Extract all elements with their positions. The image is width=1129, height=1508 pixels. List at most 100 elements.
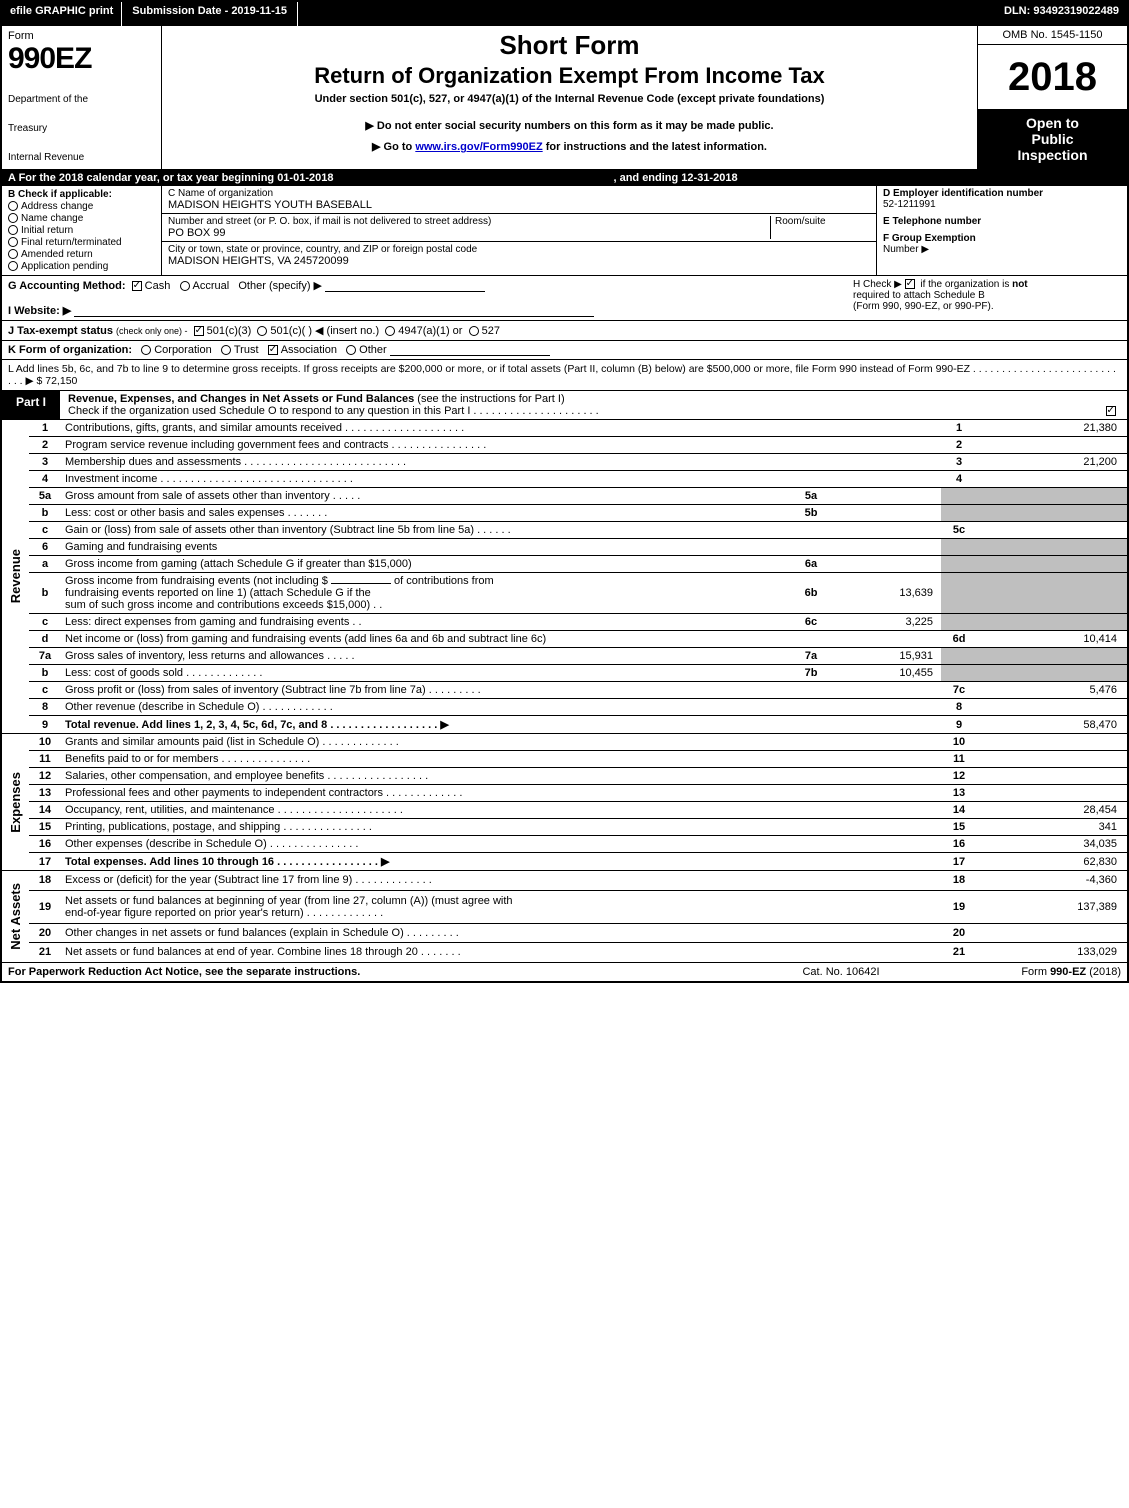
line-val-col-shaded — [977, 539, 1127, 556]
irs-link[interactable]: www.irs.gov/Form990EZ — [415, 141, 542, 153]
radio-corp-icon[interactable] — [141, 345, 151, 355]
sub-line-value: 3,225 — [831, 614, 941, 631]
l-text: L Add lines 5b, 6c, and 7b to line 9 to … — [8, 363, 1116, 387]
radio-icon[interactable] — [8, 213, 18, 223]
table-row: 13Professional fees and other payments t… — [2, 785, 1127, 802]
table-row: bGross income from fundraising events (n… — [2, 573, 1127, 614]
g-label: G Accounting Method: — [8, 280, 126, 292]
line-num-col: 8 — [941, 699, 977, 716]
checkbox-assoc-icon[interactable] — [268, 345, 278, 355]
short-form-title: Short Form — [170, 30, 969, 61]
line-h: H Check ▶ if the organization is not req… — [847, 276, 1127, 320]
radio-icon[interactable] — [8, 261, 18, 271]
line-number: 10 — [29, 734, 61, 751]
line-num-col-shaded — [941, 505, 977, 522]
checkbox-h-icon[interactable] — [905, 279, 915, 289]
k-corp: Corporation — [154, 344, 211, 356]
line-number: 3 — [29, 454, 61, 471]
open-public-inspection: Open to Public Inspection — [978, 109, 1127, 169]
j-label: J Tax-exempt status — [8, 325, 113, 337]
table-row: Expenses10Grants and similar amounts pai… — [2, 734, 1127, 751]
part-1-checkbox-col — [1097, 391, 1127, 419]
goto-line: ▶ Go to www.irs.gov/Form990EZ for instru… — [170, 140, 969, 153]
radio-accrual-icon[interactable] — [180, 281, 190, 291]
line-description: Less: cost of goods sold . . . . . . . .… — [61, 665, 791, 682]
c-label: C Name of organization — [168, 188, 870, 199]
table-row: Net Assets18Excess or (deficit) for the … — [2, 871, 1127, 891]
line-num-col: 15 — [941, 819, 977, 836]
k-assoc: Association — [281, 344, 337, 356]
line-num-col: 7c — [941, 682, 977, 699]
line-number: 7a — [29, 648, 61, 665]
checkbox-cash-icon[interactable] — [132, 281, 142, 291]
radio-icon[interactable] — [8, 225, 18, 235]
addr-label: Number and street (or P. O. box, if mail… — [168, 216, 770, 227]
open-line-2: Public — [982, 131, 1123, 147]
omb-number: OMB No. 1545-1150 — [978, 26, 1127, 45]
sub-line-value — [831, 488, 941, 505]
line-description: Excess or (deficit) for the year (Subtra… — [61, 871, 941, 891]
line-l: L Add lines 5b, 6c, and 7b to line 9 to … — [2, 360, 1127, 391]
line-num-col: 12 — [941, 768, 977, 785]
table-row: cGross profit or (loss) from sales of in… — [2, 682, 1127, 699]
sub-line-value: 15,931 — [831, 648, 941, 665]
part-1-tag: Part I — [2, 391, 60, 419]
radio-527-icon[interactable] — [469, 326, 479, 336]
line-value: 133,029 — [977, 943, 1127, 962]
website-blank[interactable] — [74, 305, 594, 317]
line-num-col-shaded — [941, 614, 977, 631]
line-num-col: 3 — [941, 454, 977, 471]
line-description: Total expenses. Add lines 10 through 16 … — [61, 853, 941, 871]
section-b: B Check if applicable: Address change Na… — [2, 186, 162, 275]
h-post: if the organization is — [918, 279, 1013, 290]
checkbox-501c3-icon[interactable] — [194, 326, 204, 336]
address-row: Number and street (or P. O. box, if mail… — [162, 214, 876, 242]
line-description: Printing, publications, postage, and shi… — [61, 819, 941, 836]
line-number: 1 — [29, 420, 61, 437]
table-row: 8Other revenue (describe in Schedule O) … — [2, 699, 1127, 716]
radio-icon[interactable] — [8, 249, 18, 259]
sub-line-number: 7b — [791, 665, 831, 682]
line-number: 19 — [29, 890, 61, 923]
phone-section: E Telephone number — [883, 216, 1121, 227]
h-pre: H Check ▶ — [853, 279, 905, 290]
table-row: 4Investment income . . . . . . . . . . .… — [2, 471, 1127, 488]
g-other-blank[interactable] — [325, 280, 485, 292]
line-number: c — [29, 682, 61, 699]
radio-icon[interactable] — [8, 201, 18, 211]
radio-other-icon[interactable] — [346, 345, 356, 355]
main-title: Return of Organization Exempt From Incom… — [170, 63, 969, 89]
radio-501c-icon[interactable] — [257, 326, 267, 336]
k-other-blank[interactable] — [390, 344, 550, 356]
table-row: 9Total revenue. Add lines 1, 2, 3, 4, 5c… — [2, 716, 1127, 734]
form-word: Form — [8, 30, 155, 42]
radio-4947-icon[interactable] — [385, 326, 395, 336]
line-num-col: 19 — [941, 890, 977, 923]
line-num-col-shaded — [941, 539, 977, 556]
city-value: MADISON HEIGHTS, VA 245720099 — [168, 255, 870, 267]
j-501c: 501(c)( ) ◀ (insert no.) — [270, 325, 379, 337]
line-description: Gross amount from sale of assets other t… — [61, 488, 791, 505]
sidebar-net-assets: Net Assets — [6, 873, 25, 960]
line-num-col: 11 — [941, 751, 977, 768]
line-description: Contributions, gifts, grants, and simila… — [61, 420, 941, 437]
line-value — [977, 923, 1127, 943]
radio-trust-icon[interactable] — [221, 345, 231, 355]
part-1-title-2: (see the instructions for Part I) — [414, 393, 564, 405]
table-row: 6Gaming and fundraising events — [2, 539, 1127, 556]
line-num-col-shaded — [941, 648, 977, 665]
sub-line-number: 5b — [791, 505, 831, 522]
line-number: d — [29, 631, 61, 648]
form-header: Form 990EZ Department of the Treasury In… — [2, 26, 1127, 170]
line-number: 13 — [29, 785, 61, 802]
e-label: E Telephone number — [883, 216, 1121, 227]
footer-right-post: (2018) — [1086, 966, 1121, 978]
table-row: 12Salaries, other compensation, and empl… — [2, 768, 1127, 785]
h-line-3: (Form 990, 990-EZ, or 990-PF). — [853, 301, 994, 312]
checkbox-part1-icon[interactable] — [1106, 406, 1116, 416]
line-val-col-shaded — [977, 505, 1127, 522]
table-row: 5aGross amount from sale of assets other… — [2, 488, 1127, 505]
radio-icon[interactable] — [8, 237, 18, 247]
goto-post: for instructions and the latest informat… — [543, 141, 767, 153]
line-num-col: 5c — [941, 522, 977, 539]
